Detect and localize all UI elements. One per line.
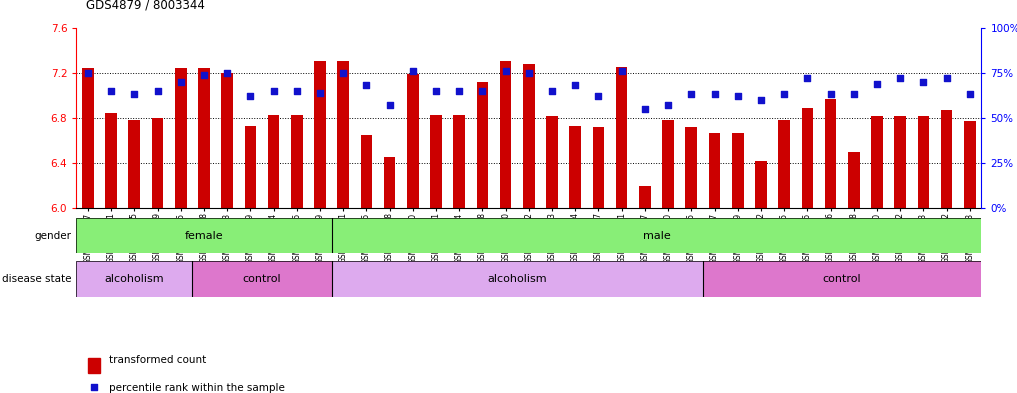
Point <box>358 82 374 88</box>
Point <box>196 72 213 78</box>
Point <box>149 88 166 94</box>
Text: alcoholism: alcoholism <box>487 274 547 284</box>
Bar <box>662 120 674 208</box>
Bar <box>941 110 952 208</box>
Point <box>126 91 142 97</box>
Point <box>915 79 932 85</box>
Point <box>544 88 560 94</box>
Bar <box>848 152 859 208</box>
Bar <box>639 186 651 208</box>
Bar <box>894 116 906 208</box>
Bar <box>222 73 233 208</box>
Bar <box>755 161 767 208</box>
Text: male: male <box>643 231 670 241</box>
Point <box>753 97 769 103</box>
Bar <box>616 67 627 208</box>
Bar <box>546 116 558 208</box>
Point <box>613 68 630 74</box>
Bar <box>332 218 981 253</box>
Point <box>289 88 305 94</box>
Point <box>474 88 490 94</box>
Bar <box>593 127 604 208</box>
Bar <box>685 127 697 208</box>
Bar <box>361 135 372 208</box>
Point <box>497 68 514 74</box>
Bar <box>570 126 581 208</box>
Bar <box>523 64 535 208</box>
Bar <box>332 261 703 297</box>
Text: transformed count: transformed count <box>109 354 206 365</box>
Point <box>265 88 282 94</box>
Point <box>405 68 421 74</box>
Bar <box>499 61 512 208</box>
Bar <box>454 114 465 208</box>
Bar <box>192 261 332 297</box>
Text: female: female <box>185 231 224 241</box>
Text: percentile rank within the sample: percentile rank within the sample <box>109 383 285 393</box>
Text: gender: gender <box>35 231 71 241</box>
Point <box>823 91 839 97</box>
Point <box>845 91 861 97</box>
Bar <box>267 114 280 208</box>
Point <box>637 106 653 112</box>
Bar <box>87 358 100 373</box>
Bar <box>801 108 814 208</box>
Bar <box>430 114 441 208</box>
Bar <box>198 68 210 208</box>
Point <box>312 90 328 96</box>
Text: control: control <box>243 274 282 284</box>
Point <box>335 70 351 76</box>
Text: control: control <box>823 274 861 284</box>
Point <box>962 91 978 97</box>
Point <box>521 70 537 76</box>
Bar <box>703 261 981 297</box>
Point <box>85 384 102 390</box>
Point <box>103 88 119 94</box>
Bar <box>314 61 325 208</box>
Bar <box>477 82 488 208</box>
Point <box>869 81 885 87</box>
Bar <box>76 261 192 297</box>
Point <box>729 93 745 99</box>
Point <box>381 102 398 108</box>
Point <box>776 91 792 97</box>
Point <box>452 88 468 94</box>
Point <box>799 75 816 81</box>
Bar <box>291 114 303 208</box>
Bar <box>128 120 140 208</box>
Point <box>892 75 908 81</box>
Point <box>683 91 700 97</box>
Text: disease state: disease state <box>2 274 71 284</box>
Point <box>707 91 723 97</box>
Bar <box>76 218 332 253</box>
Bar <box>917 116 930 208</box>
Bar <box>338 61 349 208</box>
Bar <box>964 121 975 208</box>
Point <box>242 93 258 99</box>
Bar <box>82 68 94 208</box>
Bar <box>175 68 186 208</box>
Point <box>590 93 606 99</box>
Bar <box>732 132 743 208</box>
Bar <box>244 126 256 208</box>
Text: alcoholism: alcoholism <box>105 274 164 284</box>
Bar <box>872 116 883 208</box>
Point <box>660 102 676 108</box>
Bar <box>709 132 720 208</box>
Point <box>567 82 584 88</box>
Point <box>173 79 189 85</box>
Bar <box>383 158 396 208</box>
Text: GDS4879 / 8003344: GDS4879 / 8003344 <box>86 0 205 12</box>
Point <box>219 70 235 76</box>
Bar <box>825 99 836 208</box>
Point <box>939 75 955 81</box>
Point <box>79 70 96 76</box>
Bar <box>106 114 117 208</box>
Bar <box>407 74 419 208</box>
Point <box>428 88 444 94</box>
Bar <box>778 120 790 208</box>
Bar <box>152 118 164 208</box>
